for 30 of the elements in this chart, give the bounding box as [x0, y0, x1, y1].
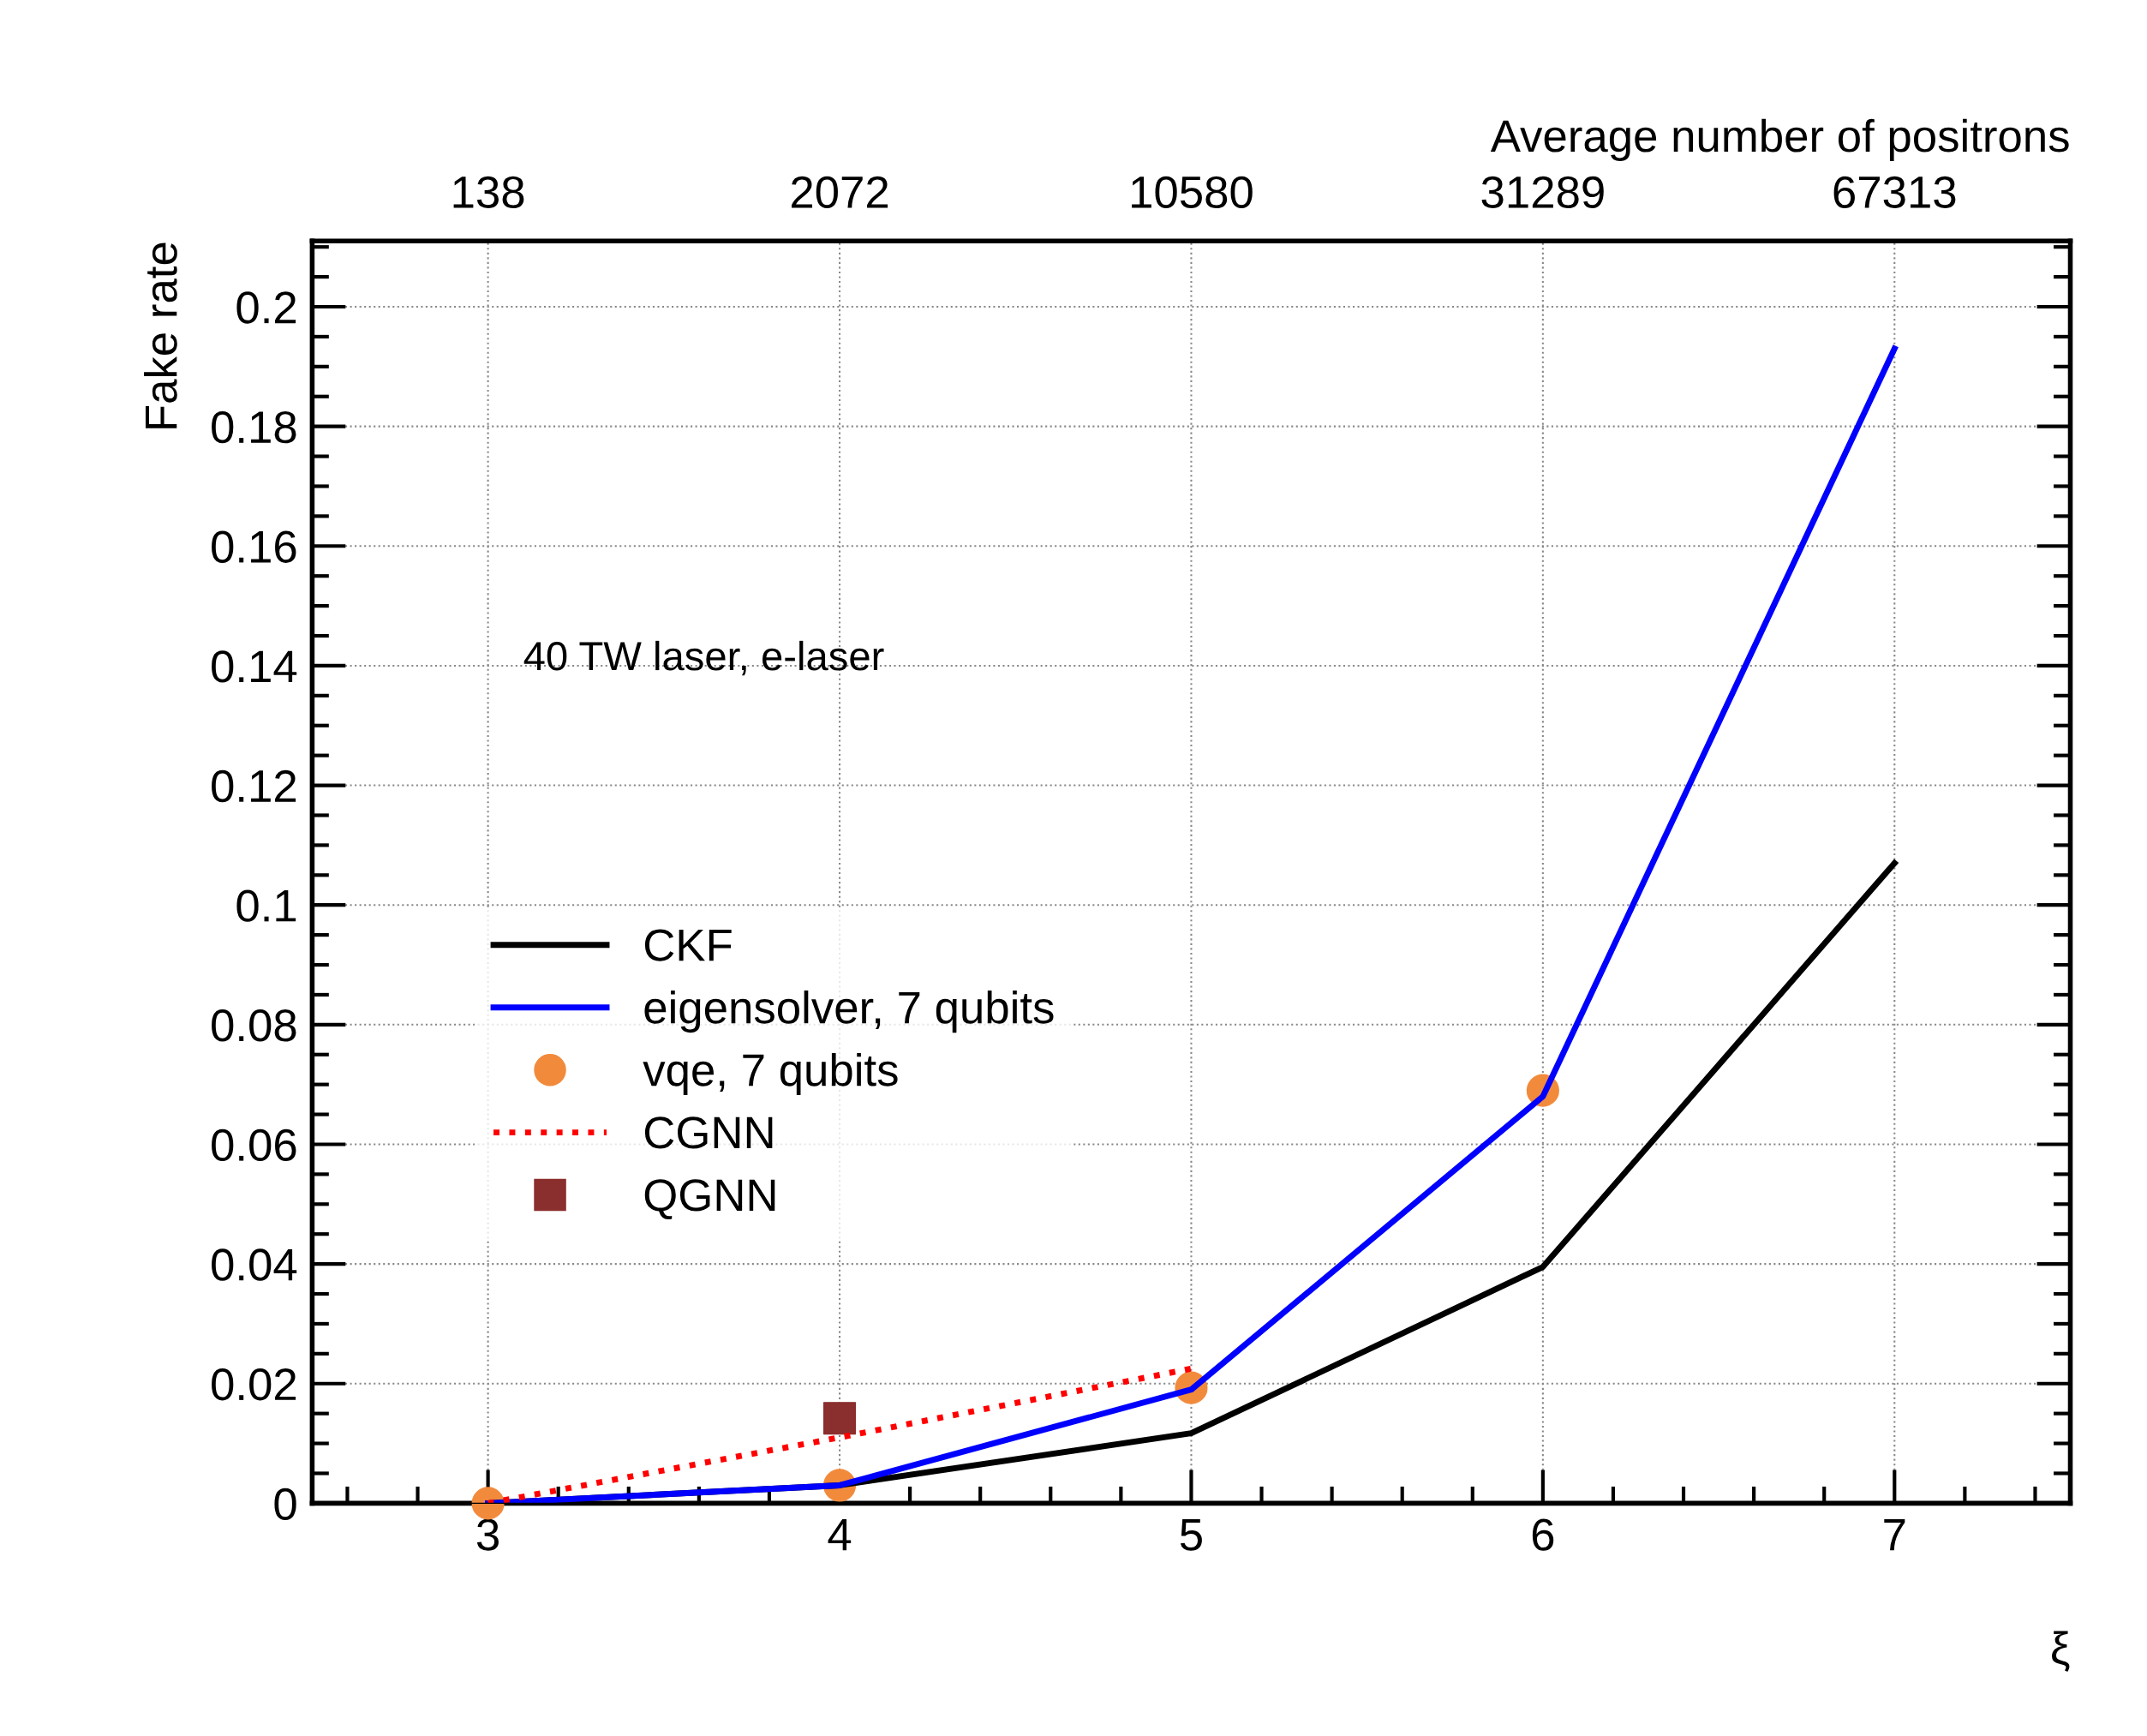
x-tick-label: 4	[828, 1518, 852, 1551]
legend-label: vqe, 7 qubits	[643, 1052, 898, 1096]
y-tick-label: 0.2	[236, 291, 296, 324]
y-tick-label: 0.02	[212, 1368, 296, 1401]
y-tick-label: 0.06	[212, 1128, 296, 1162]
y-tick-label: 0.12	[212, 769, 296, 803]
y-tick-label: 0.04	[212, 1248, 297, 1281]
x-tick-label: 6	[1532, 1518, 1554, 1551]
x-tick-label: 7	[1884, 1518, 1905, 1551]
y-tick-label: 0.1	[236, 889, 296, 922]
y-tick-label: 0	[274, 1488, 296, 1521]
y-tick-label: 0.08	[212, 1009, 296, 1042]
y-tick-label: 0.14	[212, 650, 297, 683]
y-tick-label: 0.16	[212, 530, 296, 563]
annotation: 40 TW laser, e-laser	[523, 640, 884, 676]
text: 31289	[1481, 176, 1604, 208]
legend-label: CGNN	[644, 1116, 773, 1149]
legend-label: CKF	[644, 929, 732, 961]
x-axis-title: ξ	[2052, 1631, 2070, 1672]
text: 10580	[1132, 176, 1253, 208]
legend-label: QGNN	[644, 1179, 775, 1220]
x2-axis-title: Average number of positrons	[1490, 118, 2069, 161]
x-tick-label: 5	[1180, 1518, 1202, 1551]
text: 67313	[1833, 176, 1956, 208]
y-tick-label: 0.18	[212, 410, 296, 444]
y-axis-title: Fake rate	[144, 242, 177, 428]
text: 2072	[791, 176, 888, 208]
text: 138	[453, 176, 524, 208]
legend-label: eigensolver, 7 qubits	[644, 990, 1054, 1033]
x-tick-label: 3	[476, 1518, 499, 1551]
